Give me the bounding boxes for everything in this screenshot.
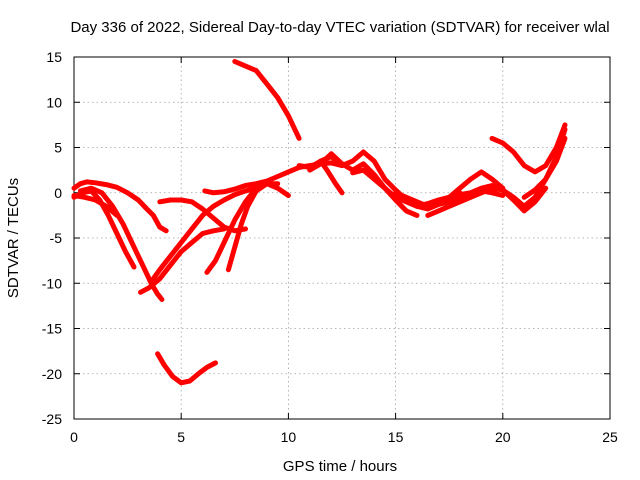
grid bbox=[74, 57, 610, 419]
series-arc-14 bbox=[307, 151, 420, 218]
series-arc-6 bbox=[150, 185, 259, 282]
series-arc-4 bbox=[71, 193, 120, 218]
series-arc-3 bbox=[77, 185, 165, 302]
chart-title: Day 336 of 2022, Sidereal Day-to-day VTE… bbox=[70, 19, 609, 36]
axis-ticks: 0 5 10 15 20 25 -25 -20 -15 -10 -5 0 5 10 15 bbox=[42, 49, 618, 445]
y-tick-label: -15 bbox=[42, 321, 62, 337]
series-arc-19 bbox=[446, 169, 506, 200]
y-tick-label: 0 bbox=[54, 185, 62, 201]
y-tick-label: 5 bbox=[54, 140, 62, 156]
x-tick-label: 25 bbox=[602, 429, 618, 445]
series-arc-15 bbox=[318, 158, 345, 196]
x-axis-label: GPS time / hours bbox=[283, 458, 397, 475]
series-arc-20 bbox=[489, 122, 568, 175]
series-arc-11 bbox=[232, 59, 302, 141]
y-tick-label: -10 bbox=[42, 275, 62, 291]
series-arc-12 bbox=[155, 351, 218, 386]
series-arc-9 bbox=[225, 181, 281, 273]
x-tick-label: 15 bbox=[388, 429, 404, 445]
x-tick-label: 5 bbox=[177, 429, 185, 445]
y-tick-label: 10 bbox=[46, 94, 62, 110]
series-layer bbox=[71, 59, 568, 386]
x-tick-label: 10 bbox=[281, 429, 297, 445]
y-tick-label: 15 bbox=[46, 49, 62, 65]
x-tick-label: 0 bbox=[70, 429, 78, 445]
x-tick-label: 20 bbox=[495, 429, 511, 445]
y-tick-label: -5 bbox=[50, 230, 63, 246]
series-arc-8 bbox=[204, 181, 291, 275]
y-tick-label: -20 bbox=[42, 366, 62, 382]
y-axis-label: SDTVAR / TECUs bbox=[5, 178, 22, 298]
series-arc-21 bbox=[521, 135, 568, 200]
y-tick-label: -25 bbox=[42, 411, 62, 427]
series-arc-17 bbox=[393, 183, 549, 214]
series-arc-1 bbox=[71, 179, 169, 234]
series-arc-5 bbox=[138, 226, 227, 295]
